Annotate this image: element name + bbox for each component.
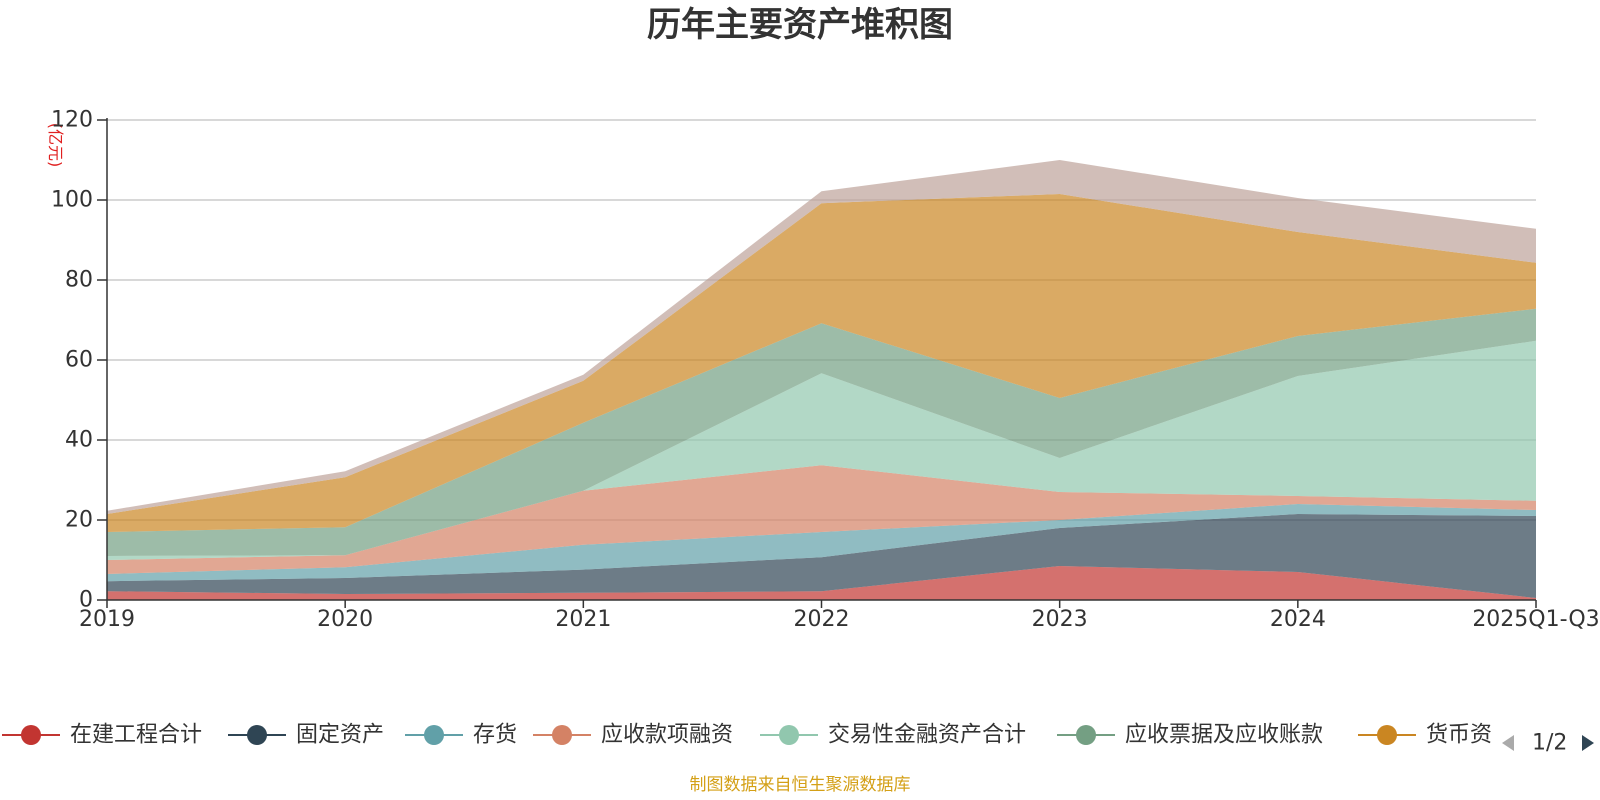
- x-tick-label: 2023: [1032, 607, 1088, 632]
- y-tick-label: 80: [65, 268, 93, 293]
- legend-circle-marker: [21, 725, 41, 745]
- legend-pager: 1/2: [1502, 731, 1594, 756]
- legend-page-indicator: 1/2: [1532, 731, 1567, 756]
- area-series-4[interactable]: [107, 465, 1536, 574]
- legend-label: 交易性金融资产合计: [828, 723, 1026, 748]
- chart-title: 历年主要资产堆积图: [647, 5, 953, 45]
- x-tick-label: 2021: [555, 607, 611, 632]
- legend-item[interactable]: 固定资产: [228, 723, 384, 748]
- x-tick-label: 2020: [317, 607, 373, 632]
- x-tick-label: 2024: [1270, 607, 1326, 632]
- legend-circle-marker: [779, 725, 799, 745]
- y-tick-label: 100: [51, 188, 93, 213]
- legend-label: 存货: [473, 723, 517, 748]
- legend-item[interactable]: 应收票据及应收账款: [1057, 723, 1323, 748]
- legend-circle-marker: [1076, 725, 1096, 745]
- y-tick-label: 0: [79, 588, 93, 613]
- data-source-note: 制图数据来自恒生聚源数据库: [690, 775, 911, 795]
- legend-item[interactable]: 交易性金融资产合计: [760, 723, 1026, 748]
- legend-item[interactable]: 货币资: [1358, 723, 1492, 748]
- legend-label: 应收票据及应收账款: [1125, 723, 1323, 748]
- legend-next-page-icon[interactable]: [1582, 735, 1594, 751]
- x-tick-label: 2022: [794, 607, 850, 632]
- legend-label: 在建工程合计: [70, 723, 202, 748]
- legend-circle-marker: [247, 725, 267, 745]
- area-series-5[interactable]: [107, 340, 1536, 560]
- legend-item[interactable]: 在建工程合计: [2, 723, 202, 748]
- y-tick-label: 60: [65, 348, 93, 373]
- legend-label: 固定资产: [296, 723, 384, 748]
- legend-label: 货币资: [1426, 723, 1492, 748]
- legend-item[interactable]: 应收款项融资: [533, 723, 733, 748]
- y-tick-label: 120: [51, 108, 93, 133]
- axes: 0 20 40 60 80 100 120 2019 2020 2021 2022 2023 2024 2…: [51, 108, 1600, 633]
- y-tick-label: 40: [65, 428, 93, 453]
- legend-prev-page-icon[interactable]: [1502, 735, 1514, 751]
- area-series-8[interactable]: [107, 160, 1536, 514]
- y-axis-unit: (亿元): [46, 123, 65, 168]
- legend-circle-marker: [1377, 725, 1397, 745]
- legend: 在建工程合计 固定资产 存货 应收款项融资 交易性金融资产合计 应收票据及应收账款 货币资: [2, 723, 1492, 748]
- legend-circle-marker: [424, 725, 444, 745]
- area-series-3[interactable]: [107, 504, 1536, 582]
- y-tick-label: 20: [65, 508, 93, 533]
- legend-circle-marker: [552, 725, 572, 745]
- area-series-1[interactable]: [107, 566, 1536, 600]
- area-series-group: [107, 160, 1536, 600]
- area-series-7[interactable]: [107, 194, 1536, 532]
- legend-item[interactable]: 存货: [405, 723, 517, 748]
- x-tick-label: 2025Q1-Q3: [1472, 607, 1599, 632]
- legend-label: 应收款项融资: [601, 723, 733, 748]
- area-series-6[interactable]: [107, 308, 1536, 556]
- x-tick-label: 2019: [79, 607, 135, 632]
- area-series-2[interactable]: [107, 514, 1536, 598]
